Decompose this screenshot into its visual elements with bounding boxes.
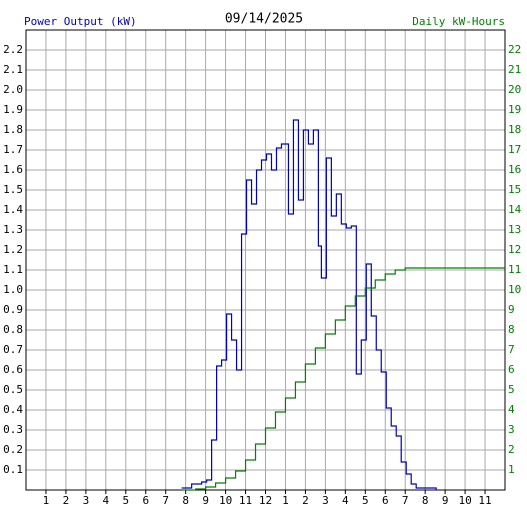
y-tick-label: 1.6: [3, 163, 23, 176]
y2-tick-label: 3: [508, 423, 515, 436]
y2-tick-label: 11: [508, 263, 521, 276]
y-tick-label: 1.3: [3, 223, 23, 236]
y2-tick-label: 18: [508, 123, 521, 136]
chart-title: 09/14/2025: [225, 12, 303, 27]
data-line: [181, 267, 505, 491]
x-tick-label: 9: [202, 494, 209, 507]
data-line: [181, 119, 437, 490]
y-tick-label: 2.1: [3, 63, 23, 76]
y-tick-label: 0.4: [3, 403, 23, 416]
y2-tick-label: 5: [508, 383, 515, 396]
y-tick-label: 2.2: [3, 43, 23, 56]
y2-tick-label: 19: [508, 103, 521, 116]
x-tick-label: 1: [282, 494, 289, 507]
y2-tick-label: 20: [508, 83, 521, 96]
y2-tick-label: 7: [508, 343, 515, 356]
x-tick-label: 10: [458, 494, 471, 507]
x-tick-label: 1: [43, 494, 50, 507]
y-tick-label: 0.6: [3, 363, 23, 376]
y-tick-label: 1.0: [3, 283, 23, 296]
y2-tick-label: 21: [508, 63, 521, 76]
y-tick-label: 1.8: [3, 123, 23, 136]
y2-tick-label: 9: [508, 303, 515, 316]
y-tick-label: 0.8: [3, 323, 23, 336]
y2-tick-label: 6: [508, 363, 515, 376]
x-tick-label: 5: [122, 494, 129, 507]
y2-tick-label: 8: [508, 323, 515, 336]
y2-tick-label: 14: [508, 203, 522, 216]
y-tick-label: 1.2: [3, 243, 23, 256]
x-tick-label: 11: [239, 494, 252, 507]
y-tick-label: 1.5: [3, 183, 23, 196]
y2-tick-label: 1: [508, 463, 515, 476]
x-tick-label: 10: [219, 494, 232, 507]
x-tick-label: 7: [402, 494, 409, 507]
y2-tick-label: 17: [508, 143, 521, 156]
y-tick-label: 1.4: [3, 203, 23, 216]
x-tick-label: 4: [342, 494, 349, 507]
y-tick-label: 0.2: [3, 443, 23, 456]
x-tick-label: 3: [322, 494, 329, 507]
y-axis-label: Power Output (kW): [24, 15, 137, 28]
y2-axis-label: Daily kW-Hours: [412, 15, 505, 28]
y2-tick-label: 13: [508, 223, 521, 236]
y2-tick-label: 16: [508, 163, 521, 176]
y-tick-label: 0.9: [3, 303, 23, 316]
x-tick-label: 7: [162, 494, 169, 507]
y2-tick-label: 12: [508, 243, 521, 256]
y2-tick-label: 2: [508, 443, 515, 456]
x-tick-label: 4: [103, 494, 110, 507]
x-tick-label: 6: [142, 494, 149, 507]
y-tick-label: 1.7: [3, 143, 23, 156]
x-tick-label: 11: [478, 494, 491, 507]
y-tick-label: 0.3: [3, 423, 23, 436]
y2-tick-label: 22: [508, 43, 521, 56]
y2-tick-label: 10: [508, 283, 521, 296]
plot-border: [25, 29, 506, 491]
x-tick-label: 8: [182, 494, 189, 507]
x-tick-label: 2: [63, 494, 70, 507]
y-tick-label: 0.5: [3, 383, 23, 396]
x-tick-label: 12: [259, 494, 272, 507]
y-tick-label: 1.1: [3, 263, 23, 276]
x-tick-label: 5: [362, 494, 369, 507]
x-tick-label: 9: [442, 494, 449, 507]
x-tick-label: 6: [382, 494, 389, 507]
x-tick-label: 8: [422, 494, 429, 507]
y-tick-label: 0.7: [3, 343, 23, 356]
y-tick-label: 0.1: [3, 463, 23, 476]
y2-tick-label: 4: [508, 403, 515, 416]
y-tick-label: 2.0: [3, 83, 23, 96]
y-tick-label: 1.9: [3, 103, 23, 116]
x-tick-label: 2: [302, 494, 309, 507]
y2-tick-label: 15: [508, 183, 521, 196]
x-tick-label: 3: [83, 494, 90, 507]
